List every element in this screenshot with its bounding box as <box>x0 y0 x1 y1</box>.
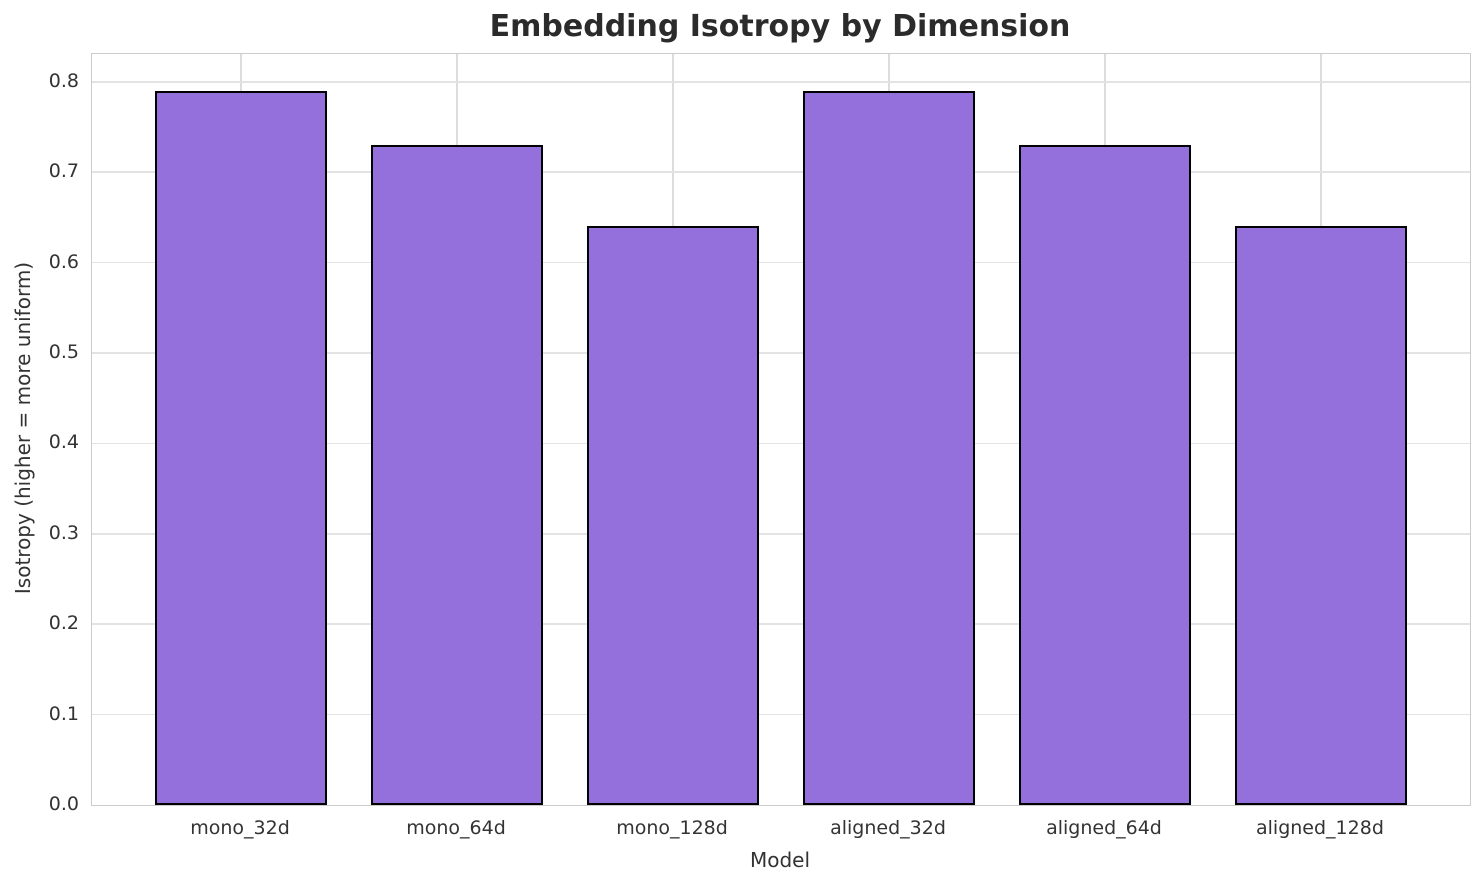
y-tick-label: 0.1 <box>48 702 79 725</box>
y-tick-label: 0.6 <box>48 250 79 273</box>
x-tick-label-mono_32d: mono_32d <box>190 817 290 839</box>
chart-title: Embedding Isotropy by Dimension <box>489 9 1071 44</box>
bar-aligned_32d <box>802 90 976 805</box>
x-axis-label: Model <box>749 848 811 872</box>
x-tick-label-mono_64d: mono_64d <box>406 817 506 839</box>
bar-mono_64d <box>370 145 544 805</box>
y-tick-label: 0.3 <box>48 521 79 544</box>
y-tick-label: 0.2 <box>48 612 79 635</box>
y-tick-label: 0.7 <box>48 160 79 183</box>
horizontal-gridline <box>92 533 1470 535</box>
horizontal-gridline <box>92 352 1470 354</box>
x-tick-label-aligned_32d: aligned_32d <box>830 817 946 839</box>
horizontal-gridline <box>92 171 1470 173</box>
bar-aligned_64d <box>1018 145 1192 805</box>
horizontal-gridline <box>92 442 1470 445</box>
y-tick-label: 0.5 <box>48 340 79 363</box>
bar-aligned_128d <box>1234 226 1408 805</box>
bar-mono_128d <box>586 226 760 805</box>
x-tick-label-aligned_64d: aligned_64d <box>1046 817 1162 839</box>
bar-mono_32d <box>154 90 328 805</box>
y-axis-label: Isotropy (higher = more uniform) <box>11 261 35 595</box>
horizontal-gridline <box>92 713 1470 716</box>
y-tick-label: 0.4 <box>48 431 79 454</box>
horizontal-gridline <box>92 623 1470 625</box>
plot-area <box>91 53 1471 806</box>
y-tick-label: 0.8 <box>48 69 79 92</box>
x-tick-label-aligned_128d: aligned_128d <box>1256 817 1384 839</box>
y-tick-label: 0.0 <box>48 793 79 815</box>
x-tick-label-mono_128d: mono_128d <box>616 817 728 839</box>
horizontal-gridline <box>92 81 1470 83</box>
horizontal-gridline <box>92 261 1470 264</box>
